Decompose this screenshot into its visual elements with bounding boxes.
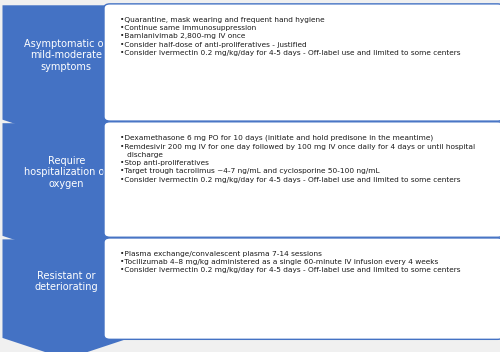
Text: •Dexamethasone 6 mg PO for 10 days (initiate and hold predisone in the meantime): •Dexamethasone 6 mg PO for 10 days (init… bbox=[120, 135, 475, 183]
FancyBboxPatch shape bbox=[104, 238, 500, 339]
Polygon shape bbox=[2, 5, 130, 141]
FancyBboxPatch shape bbox=[104, 4, 500, 121]
Polygon shape bbox=[2, 123, 130, 257]
Text: Require
hospitalization or
oxygen: Require hospitalization or oxygen bbox=[24, 156, 108, 189]
Polygon shape bbox=[2, 239, 130, 352]
Text: •Quarantine, mask wearing and frequent hand hygiene
•Continue same immunosuppres: •Quarantine, mask wearing and frequent h… bbox=[120, 17, 460, 56]
FancyBboxPatch shape bbox=[104, 122, 500, 237]
Text: •Plasma exchange/convalescent plasma 7-14 sessions
•Tocilizumab 4–8 mg/kg admini: •Plasma exchange/convalescent plasma 7-1… bbox=[120, 251, 460, 274]
Text: Asymptomatic or
mild-moderate
symptoms: Asymptomatic or mild-moderate symptoms bbox=[24, 39, 108, 72]
Text: Resistant or
deteriorating: Resistant or deteriorating bbox=[34, 271, 98, 293]
